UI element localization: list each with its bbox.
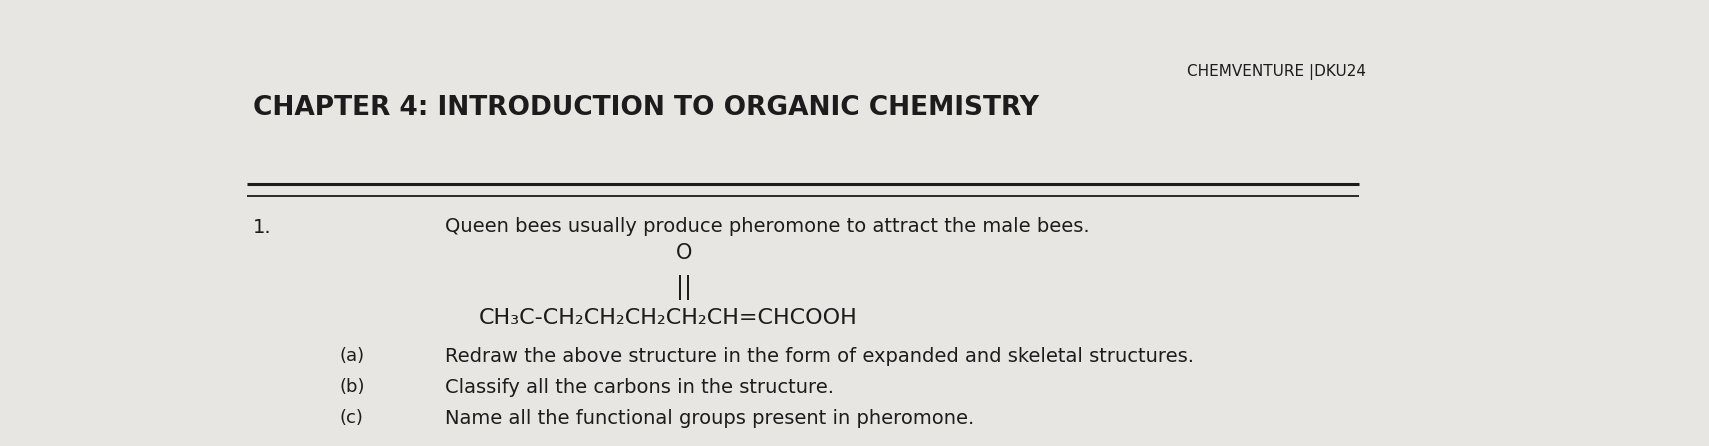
Text: (b): (b) [340,378,366,396]
Text: Queen bees usually produce pheromone to attract the male bees.: Queen bees usually produce pheromone to … [446,217,1090,235]
Text: Name all the functional groups present in pheromone.: Name all the functional groups present i… [446,409,974,428]
Text: Redraw the above structure in the form of expanded and skeletal structures.: Redraw the above structure in the form o… [446,347,1195,366]
Text: (a): (a) [340,347,364,365]
Text: 1.: 1. [253,219,272,237]
Text: CH₃C-CH₂CH₂CH₂CH₂CH=CHCOOH: CH₃C-CH₂CH₂CH₂CH₂CH=CHCOOH [479,308,858,328]
Text: Classify all the carbons in the structure.: Classify all the carbons in the structur… [446,378,834,397]
Text: CHEMVENTURE |DKU24: CHEMVENTURE |DKU24 [1188,64,1365,80]
Text: (c): (c) [340,409,364,427]
Text: O: O [675,243,692,263]
Text: ||: || [675,275,692,300]
Text: CHAPTER 4: INTRODUCTION TO ORGANIC CHEMISTRY: CHAPTER 4: INTRODUCTION TO ORGANIC CHEMI… [253,95,1039,121]
